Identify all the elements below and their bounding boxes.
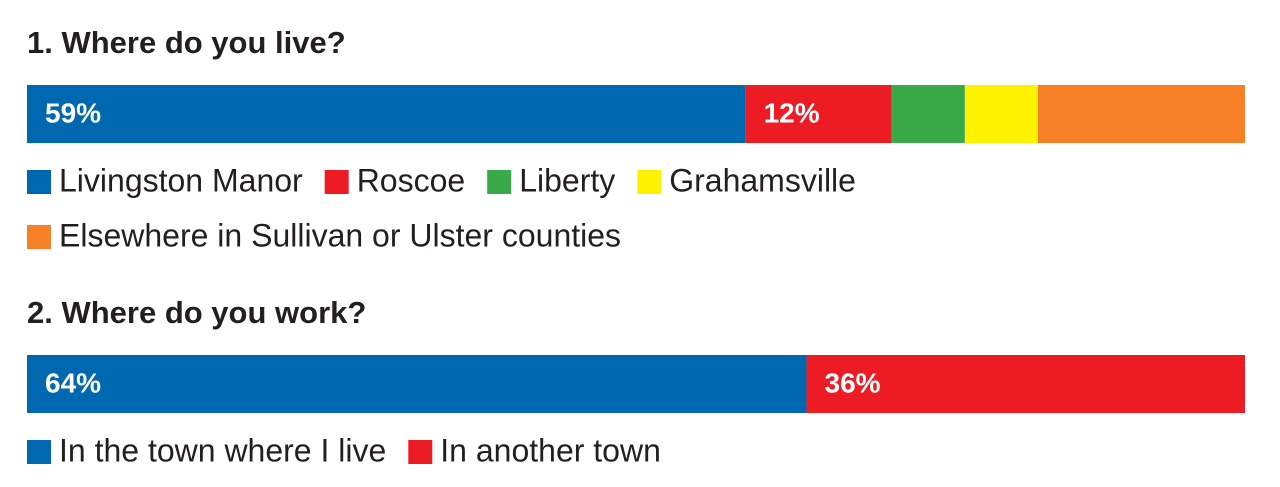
value-label: 64% [45,367,101,398]
legend-swatch [408,440,433,464]
legend-label: Roscoe [357,162,466,198]
bar-segment [1037,85,1245,143]
legend-swatch [637,170,662,194]
legend-label: In another town [440,432,661,468]
bar-segment [806,355,1245,413]
bar-segment [27,85,746,143]
legend-swatch [27,440,51,464]
legend-swatch [324,170,349,194]
legend-label: Liberty [519,162,615,198]
chart-title: 1. Where do you live? [27,25,346,60]
value-label: 36% [825,367,881,398]
bar-segment [964,85,1038,143]
legend-swatch [487,170,512,194]
legend-label: Elsewhere in Sullivan or Ulster counties [59,217,621,253]
value-label: 12% [764,97,820,128]
legend-swatch [27,225,51,249]
legend-label: Livingston Manor [59,162,303,198]
bar-segment [27,355,807,413]
chart-title: 2. Where do you work? [27,295,366,330]
bar-segment [745,85,892,143]
legend-swatch [27,170,51,194]
bar-segment [891,85,965,143]
value-label: 59% [45,97,101,128]
legend-label: Grahamsville [669,162,856,198]
legend-label: In the town where I live [59,432,386,468]
